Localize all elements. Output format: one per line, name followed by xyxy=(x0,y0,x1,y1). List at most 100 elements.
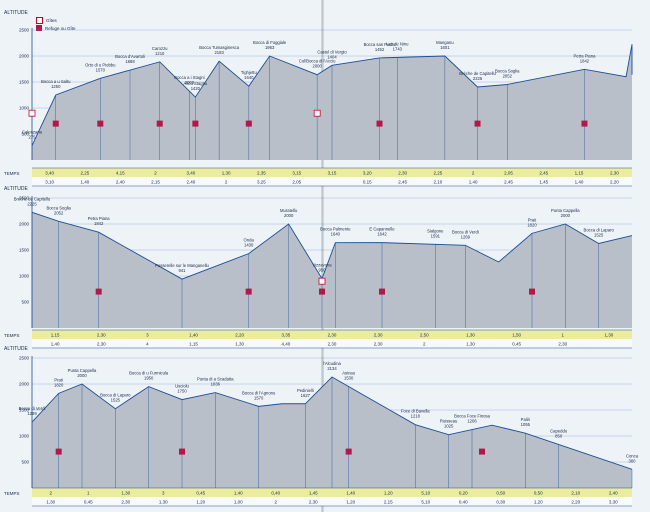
station-name: Punta di a Scadatta xyxy=(197,377,234,382)
time-bottom: 1,00 xyxy=(234,500,243,505)
station-altitude: 2000 xyxy=(312,64,322,69)
station-altitude: 2000 xyxy=(284,213,294,218)
time-bottom: 1,20 xyxy=(196,500,205,505)
y-tick-label: 2000 xyxy=(19,54,30,59)
station-name: Bocca Foce Finosa xyxy=(454,414,491,419)
station-name: Punta Cappella xyxy=(551,208,580,213)
time-bottom: 2,45 xyxy=(504,180,513,185)
station-altitude: 1842 xyxy=(94,221,104,226)
y-tick-label: 1000 xyxy=(19,274,30,279)
station-altitude: 1055 xyxy=(521,422,531,427)
time-bottom: 2,30 xyxy=(558,342,567,347)
station-name: Paliri xyxy=(521,417,530,422)
time-top: 1,15 xyxy=(51,333,60,338)
time-bottom: 2,30 xyxy=(309,500,318,505)
time-bottom: 2,30 xyxy=(374,342,383,347)
time-top: 2,20 xyxy=(235,333,244,338)
station-altitude: 941 xyxy=(179,268,187,273)
station-name: Prati xyxy=(528,217,537,222)
time-top: 1,40 xyxy=(189,333,198,338)
y-tick-label: 2500 xyxy=(19,196,30,201)
station-altitude: 1530 xyxy=(344,376,354,381)
station-altitude: 2000 xyxy=(561,213,571,218)
station-altitude: 1836 xyxy=(211,382,221,387)
time-top: 2,30 xyxy=(374,333,383,338)
refuge-marker xyxy=(192,120,199,127)
station-name: Capeddu xyxy=(550,428,568,433)
refuge-marker xyxy=(319,288,325,295)
time-bottom: 2,40 xyxy=(186,180,195,185)
refuge-marker xyxy=(245,288,252,295)
time-bottom: 1,30 xyxy=(466,342,475,347)
time-top: 2 xyxy=(49,491,52,496)
time-top: 1,50 xyxy=(512,333,521,338)
station-altitude: 1025 xyxy=(444,424,454,429)
refuge-marker xyxy=(245,120,252,127)
time-bottom: 1,40 xyxy=(575,180,584,185)
legend-refuge: Refuge ou Gîte xyxy=(36,24,76,32)
time-label: TEMPS xyxy=(4,171,20,176)
station-altitude: 1640 xyxy=(244,75,254,80)
time-bottom: 2,20 xyxy=(610,180,619,185)
station-altitude: 360 xyxy=(629,458,637,463)
refuge-marker xyxy=(95,288,102,295)
time-top: 0,40 xyxy=(271,491,280,496)
y-tick-label: 2000 xyxy=(19,382,30,387)
time-top: 3,40 xyxy=(45,171,54,176)
station-altitude: 1570 xyxy=(254,395,264,400)
station-name: Conca xyxy=(626,453,639,458)
altitude-axis-label: ALTITUDE xyxy=(4,346,28,352)
time-top: 1,30 xyxy=(222,171,231,176)
time-band-top xyxy=(32,330,632,339)
y-tick-label: 2500 xyxy=(19,356,30,361)
station-name: Asinau xyxy=(342,371,355,376)
gite-marker xyxy=(313,109,321,117)
time-band-bottom xyxy=(32,177,632,186)
station-altitude: 1210 xyxy=(155,51,165,56)
station-name: Lac de Ninu xyxy=(386,41,409,46)
refuge-marker xyxy=(156,120,163,127)
time-bottom: 1,45 xyxy=(539,180,548,185)
time-band-bottom xyxy=(32,497,632,506)
station-name: Bocca di Laparo xyxy=(584,228,615,233)
station-name: Castel di Vergio xyxy=(317,49,347,54)
station-name: Calenzana xyxy=(22,130,43,135)
time-bottom: 1,40 xyxy=(469,180,478,185)
time-bottom: 2 xyxy=(225,180,228,185)
time-bottom: 1,40 xyxy=(81,180,90,185)
time-top: 1,40 xyxy=(234,491,243,496)
station-altitude: 1452 xyxy=(375,47,385,52)
time-band-top xyxy=(32,168,632,177)
refuge-marker xyxy=(474,120,481,127)
legend: Gîtes Refuge ou Gîte xyxy=(36,16,76,32)
station-name: Vizzavona xyxy=(312,263,332,268)
station-name: Bocca Tumasginesca xyxy=(199,45,239,50)
y-tick-label: 500 xyxy=(21,300,29,305)
refuge-marker xyxy=(529,288,535,295)
station-name: Bocca Palmente xyxy=(320,227,351,232)
y-tick-label: 1000 xyxy=(19,106,30,111)
time-top: 2,30 xyxy=(328,333,337,338)
station-altitude: 1570 xyxy=(96,67,106,72)
time-top: 1,15 xyxy=(575,171,584,176)
station-altitude: 2052 xyxy=(54,210,64,215)
station-altitude: 2225 xyxy=(27,201,37,206)
time-bottom: 2 xyxy=(423,342,426,347)
time-bottom: 2,20 xyxy=(571,500,580,505)
y-tick-label: 1500 xyxy=(19,408,30,413)
station-name: Prati xyxy=(54,377,63,382)
time-top: 2 xyxy=(472,171,475,176)
time-top: 3,15 xyxy=(328,171,337,176)
station-name: Bocca di Foggiale xyxy=(253,40,287,45)
refuge-marker xyxy=(581,120,588,127)
time-bottom: 1,40 xyxy=(51,342,60,347)
time-bottom: 0,15 xyxy=(363,180,372,185)
station-name: Bocca a i Stagni xyxy=(174,75,204,80)
station-altitude: 1842 xyxy=(580,58,590,63)
station-altitude: 1963 xyxy=(265,45,275,50)
refuge-marker xyxy=(55,448,62,455)
time-top: 3,20 xyxy=(363,171,372,176)
time-top: 3,15 xyxy=(292,171,301,176)
